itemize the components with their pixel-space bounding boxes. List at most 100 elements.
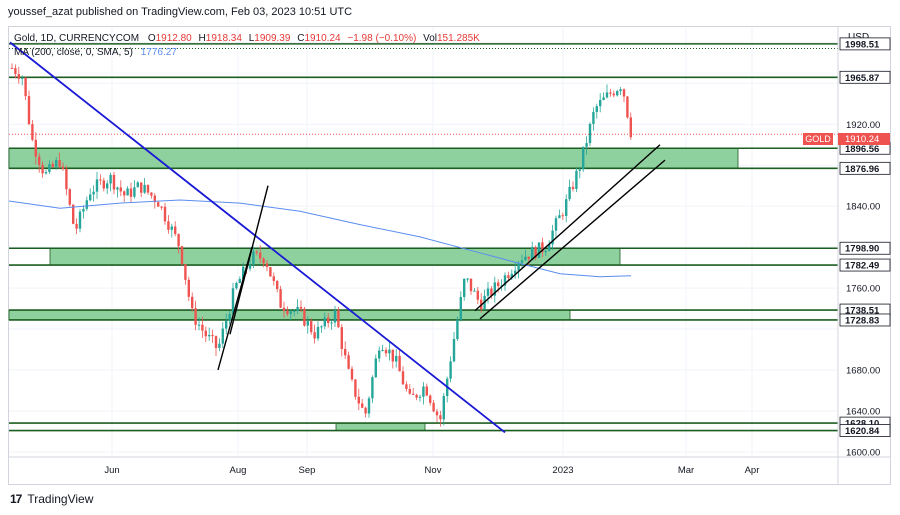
footer-brand[interactable]: 17 TradingView bbox=[10, 492, 93, 506]
candle-body bbox=[473, 290, 476, 292]
candle-body bbox=[395, 355, 398, 362]
candle-body bbox=[592, 111, 595, 124]
candle-body bbox=[265, 263, 269, 268]
candle-body bbox=[174, 226, 177, 234]
candle-body bbox=[41, 164, 44, 174]
legend: Gold, 1D, CURRENCYCOM O1912.80 H1918.34 … bbox=[14, 33, 480, 58]
candle-body bbox=[486, 288, 490, 296]
footer-brand-label: TradingView bbox=[27, 492, 94, 506]
candle-body bbox=[293, 310, 296, 312]
candle-body bbox=[503, 275, 507, 286]
candle-body bbox=[510, 273, 513, 279]
candle-body bbox=[126, 188, 129, 196]
candle-body bbox=[398, 355, 401, 372]
svg-text:Gold, 1D, CURRENCYCOM O1: Gold, 1D, CURRENCYCOM O1912.80 H1918.34 … bbox=[14, 33, 480, 44]
support-resistance-zone bbox=[8, 309, 571, 321]
candle-body bbox=[214, 336, 218, 348]
candle-body bbox=[558, 215, 561, 219]
candle-body bbox=[561, 215, 564, 217]
candle-body bbox=[354, 379, 357, 397]
candle-body bbox=[537, 242, 541, 258]
candle-body bbox=[323, 317, 326, 327]
candle-body bbox=[357, 396, 360, 404]
legend-close-label: C bbox=[297, 33, 304, 44]
candle-body bbox=[191, 296, 194, 309]
candle-body bbox=[177, 233, 180, 247]
candle-body bbox=[14, 68, 17, 75]
candle-body bbox=[180, 246, 184, 265]
last-price-tag: GOLD 1910.24 bbox=[803, 133, 890, 145]
candle-body bbox=[595, 106, 598, 112]
candle-body bbox=[259, 252, 262, 259]
candle-body bbox=[568, 186, 571, 200]
candle-body bbox=[167, 221, 170, 230]
candle-body bbox=[418, 396, 422, 398]
level-label-box bbox=[839, 161, 891, 175]
candle-body bbox=[435, 411, 439, 416]
y-tick-label: 1640.00 bbox=[846, 406, 880, 417]
x-tick-label: Apr bbox=[745, 465, 760, 476]
candle-body bbox=[99, 179, 102, 181]
candle-body bbox=[582, 146, 585, 170]
level-label: 1998.51 bbox=[845, 39, 880, 50]
x-tick-label: 2023 bbox=[552, 465, 573, 476]
candle-body bbox=[204, 330, 207, 337]
candle-body bbox=[497, 282, 500, 287]
candle-body bbox=[554, 218, 558, 231]
candle-body bbox=[68, 189, 71, 205]
level-label: 1896.56 bbox=[845, 144, 879, 155]
time-axis: Jun Aug Sep Nov 2023 Mar Apr bbox=[9, 456, 891, 476]
candle-body bbox=[89, 194, 92, 201]
candle-body bbox=[313, 332, 316, 339]
candle-body bbox=[55, 160, 58, 167]
price-tag-value-bg bbox=[838, 133, 890, 145]
candle-body bbox=[599, 99, 602, 107]
legend-ma-label: MA (200, close, 0, SMA, 5) bbox=[14, 47, 133, 58]
candle-body bbox=[544, 250, 547, 253]
candle-body bbox=[255, 251, 258, 253]
candle-body bbox=[184, 264, 187, 280]
candle-body bbox=[262, 258, 265, 264]
candle-body bbox=[102, 180, 105, 189]
level-label: 1965.87 bbox=[845, 73, 879, 84]
candle-body bbox=[571, 186, 575, 189]
level-label: 1620.84 bbox=[845, 426, 880, 437]
candle-body bbox=[527, 256, 530, 260]
candle-body bbox=[10, 67, 14, 69]
candle-body bbox=[401, 371, 405, 385]
chart-frame[interactable] bbox=[8, 26, 891, 485]
candle-body bbox=[92, 191, 95, 195]
candle-body bbox=[51, 163, 54, 167]
candle-body bbox=[85, 200, 88, 209]
candle-body bbox=[242, 266, 245, 280]
candle-body bbox=[61, 166, 65, 169]
candle-body bbox=[327, 317, 330, 323]
level-label-box bbox=[839, 241, 891, 255]
x-tick-label: Sep bbox=[299, 465, 316, 476]
level-label-box bbox=[839, 424, 891, 437]
support-resistance-zone bbox=[8, 147, 739, 169]
legend-change: −1.98 (−0.10%) bbox=[347, 33, 416, 44]
candle-body bbox=[452, 339, 456, 362]
legend-ma-value: 1776.27 bbox=[141, 47, 178, 58]
candle-body bbox=[374, 358, 377, 378]
candle-body bbox=[78, 211, 82, 229]
candle-body bbox=[429, 395, 432, 403]
level-label: 1798.90 bbox=[845, 244, 879, 255]
candles bbox=[10, 63, 632, 427]
candle-body bbox=[269, 267, 272, 277]
price-chart[interactable]: USD 1600.001640.001680.001760.001840.001… bbox=[0, 0, 900, 490]
candle-body bbox=[95, 179, 99, 192]
tradingview-logo-icon: 17 bbox=[10, 492, 22, 506]
candle-body bbox=[626, 96, 629, 118]
candle-body bbox=[157, 202, 160, 207]
candle-body bbox=[316, 326, 320, 339]
candle-body bbox=[252, 251, 255, 265]
level-label: 1728.83 bbox=[845, 315, 879, 326]
candle-body bbox=[272, 276, 275, 281]
candle-body bbox=[153, 195, 156, 203]
legend-volume: 151.285K bbox=[437, 33, 480, 44]
level-label-box bbox=[839, 37, 891, 51]
level-label: 1876.96 bbox=[845, 164, 879, 175]
candle-body bbox=[442, 396, 445, 420]
